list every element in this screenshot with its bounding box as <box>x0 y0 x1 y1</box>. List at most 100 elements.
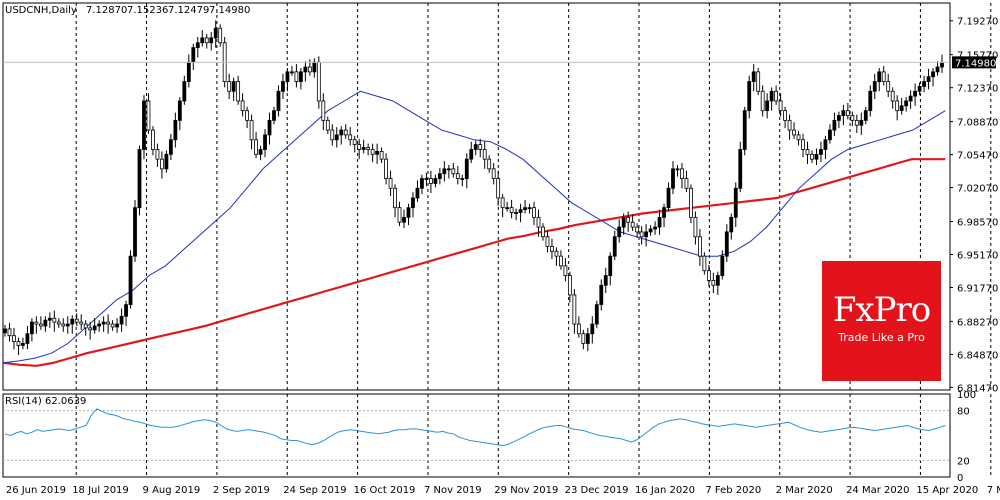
candle-body <box>527 207 532 210</box>
candle <box>227 73 232 100</box>
price-tick-label: 7.15770 <box>957 51 998 62</box>
candle <box>393 184 397 218</box>
candle <box>384 153 388 185</box>
date-tick-label: 7 May 2020 <box>987 485 1000 496</box>
candle-body <box>751 71 756 82</box>
date-tick-label: 15 Apr 2020 <box>916 485 978 496</box>
candle <box>801 133 805 158</box>
candle <box>505 201 510 212</box>
candle <box>375 143 380 165</box>
candle-body <box>56 321 61 325</box>
candle <box>47 312 52 328</box>
candle <box>599 279 604 311</box>
candle <box>12 327 16 350</box>
candle-body <box>191 47 196 63</box>
candle-body <box>231 81 236 92</box>
candle-body <box>783 110 787 121</box>
candle <box>653 221 657 235</box>
candle-body <box>599 284 604 306</box>
candle-body <box>290 71 294 74</box>
candle-body <box>379 150 384 160</box>
candle-body <box>845 110 850 116</box>
candle <box>680 163 684 189</box>
candle-body <box>469 149 474 160</box>
candle-body <box>724 231 729 257</box>
candle-body <box>88 327 93 331</box>
candle <box>451 163 456 178</box>
candle <box>738 141 743 193</box>
candle-body <box>514 212 518 214</box>
candle-body <box>74 318 79 323</box>
candle-body <box>720 255 725 276</box>
candle <box>711 272 716 294</box>
candle <box>429 170 433 194</box>
candle <box>626 211 631 232</box>
rsi-level-lines <box>3 410 950 461</box>
candle <box>590 316 595 344</box>
candle-body <box>61 323 66 327</box>
candle-body <box>312 61 317 73</box>
candle-body <box>617 226 622 238</box>
candle <box>25 325 30 350</box>
candle <box>689 184 693 224</box>
candle <box>733 182 738 228</box>
candle <box>361 139 366 154</box>
candle-body <box>451 168 456 175</box>
candle <box>603 267 608 294</box>
candle <box>460 174 465 187</box>
candle <box>70 315 75 334</box>
candle-body <box>886 81 891 92</box>
candle <box>110 320 115 331</box>
candle-body <box>689 187 693 218</box>
candle <box>88 322 93 340</box>
candle-body <box>675 168 680 171</box>
candle <box>612 230 617 261</box>
candle <box>769 87 774 111</box>
fxpro-brand-name: FxPro <box>832 290 931 330</box>
candle <box>536 209 541 237</box>
candle-body <box>70 318 75 325</box>
candle-body <box>518 209 523 213</box>
candle-body <box>567 275 572 296</box>
candle-body <box>195 42 200 49</box>
date-tick-label: 9 Aug 2019 <box>143 485 201 496</box>
candle-body <box>420 178 424 189</box>
candle <box>38 316 43 330</box>
date-tick-label: 7 Feb 2020 <box>705 485 761 496</box>
candle <box>760 85 765 117</box>
candle <box>541 223 545 241</box>
candle <box>231 77 236 101</box>
fast-moving-average-line <box>2 90 946 364</box>
rsi-panel-border <box>2 393 951 478</box>
candle <box>836 111 841 129</box>
candle-body <box>680 168 684 179</box>
candle <box>74 313 79 326</box>
candle <box>899 98 904 115</box>
candle-body <box>272 110 276 121</box>
candle <box>191 43 196 70</box>
candle-body <box>240 100 245 112</box>
candle-body <box>370 149 375 155</box>
candle <box>339 126 344 145</box>
candle-body <box>254 139 258 155</box>
candle-body <box>97 323 102 327</box>
candle <box>128 250 133 309</box>
candle <box>675 164 680 177</box>
candle-body <box>321 100 326 121</box>
candle <box>702 252 707 275</box>
candle <box>854 114 859 133</box>
candle <box>249 114 254 150</box>
candle-body <box>218 27 223 44</box>
candle <box>671 161 675 195</box>
candle-body <box>393 187 397 209</box>
candle <box>581 329 586 350</box>
date-tick-label: 2 Sep 2019 <box>213 485 270 496</box>
candle-body <box>496 178 501 199</box>
vertical-gridlines <box>75 3 992 477</box>
candle-body <box>133 207 137 257</box>
candle-body <box>850 115 855 121</box>
candle-body <box>52 317 57 323</box>
candle-body <box>756 71 761 92</box>
price-tick-label: 6.84870 <box>957 350 998 361</box>
candle <box>644 224 649 247</box>
